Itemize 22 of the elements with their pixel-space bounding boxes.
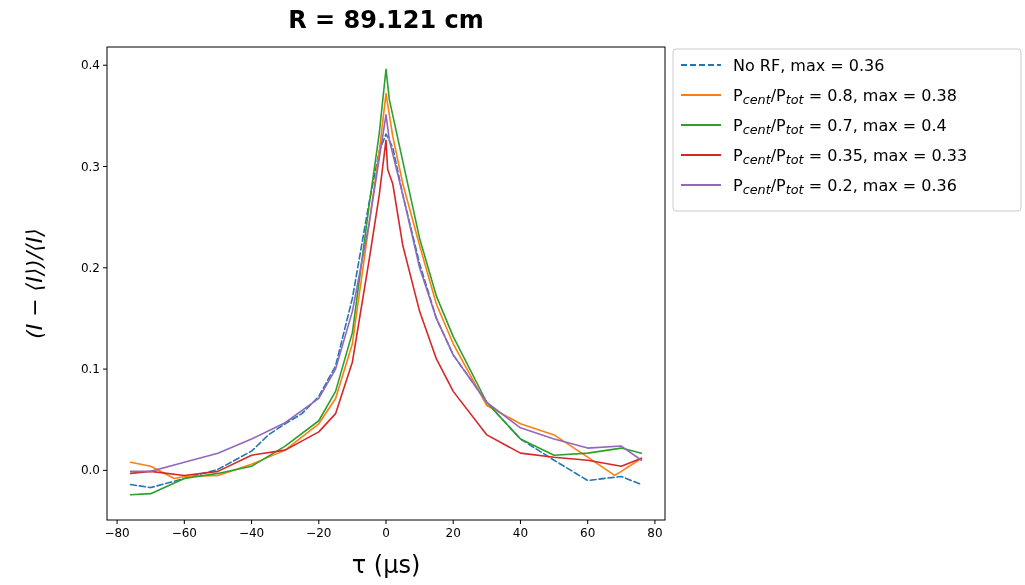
x-axis-title: τ (μs) — [351, 551, 421, 579]
x-tick-label: −60 — [171, 526, 197, 540]
legend-label: P$_{cent}$/P$_{tot}$ = 0.2, max = 0.36 — [733, 176, 957, 198]
x-tick-label: 40 — [512, 526, 529, 540]
chart-title: R = 89.121 cm — [288, 6, 484, 34]
x-tick-label: 80 — [647, 526, 663, 540]
x-tick-label: −40 — [238, 526, 265, 540]
y-tick-label: 0.2 — [80, 260, 100, 275]
y-tick-label: 0.3 — [80, 159, 100, 174]
y-axis-title: (I − ⟨I⟩)/⟨I⟩ — [22, 228, 47, 339]
x-tick-label: −80 — [104, 526, 130, 540]
legend-label: P$_{cent}$/P$_{tot}$ = 0.35, max = 0.33 — [733, 146, 968, 168]
legend-label: P$_{cent}$/P$_{tot}$ = 0.8, max = 0.38 — [733, 86, 957, 108]
legend-label: No RF, max = 0.36 — [733, 56, 885, 75]
y-tick-label: 0.4 — [80, 58, 100, 73]
x-tick-label: −20 — [306, 526, 332, 540]
legend-label: P$_{cent}$/P$_{tot}$ = 0.7, max = 0.4 — [733, 116, 947, 138]
x-tick-label: 20 — [445, 526, 461, 540]
y-tick-label: 0.0 — [80, 463, 100, 478]
x-tick-label: 0 — [382, 526, 390, 540]
x-tick-label: 60 — [580, 526, 596, 540]
y-tick-label: 0.1 — [80, 362, 100, 377]
